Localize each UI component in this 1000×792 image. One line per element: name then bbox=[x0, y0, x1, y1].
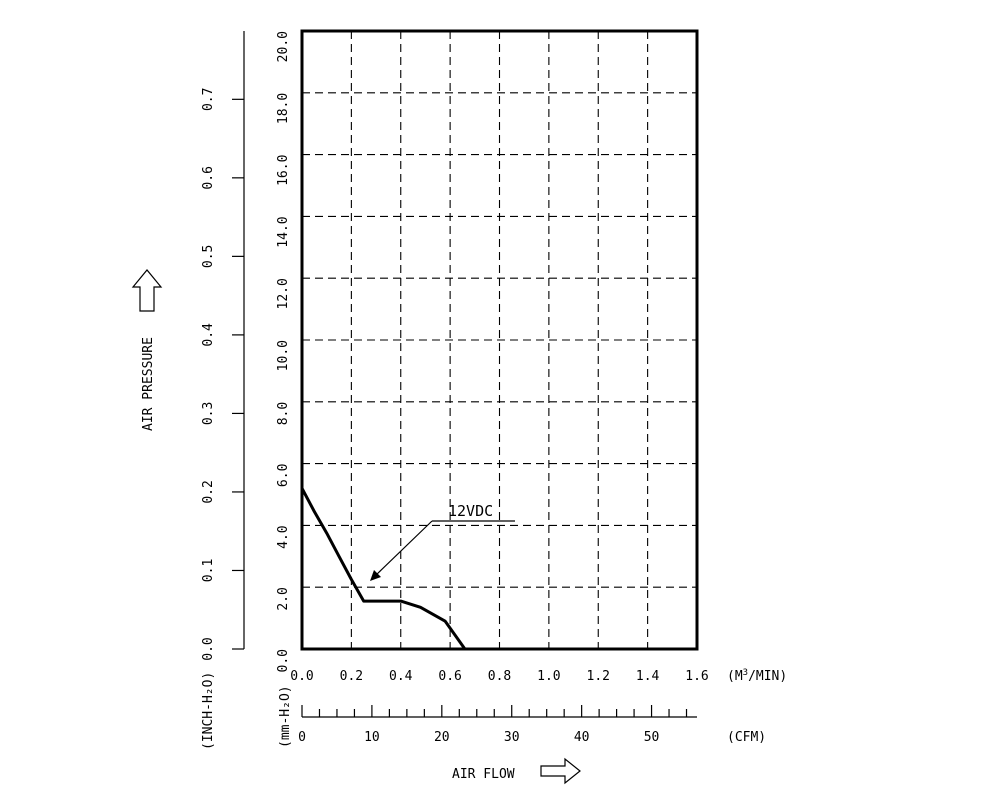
x2-tick-label: 20 bbox=[434, 730, 450, 745]
series-label-arrowhead bbox=[370, 570, 381, 581]
y-tick-label: 6.0 bbox=[276, 464, 291, 487]
inch-unit-label: (INCH-H₂O) bbox=[201, 672, 216, 750]
y2-tick-label: 0.5 bbox=[201, 245, 216, 268]
grid-lines bbox=[302, 31, 697, 649]
y-axis-title: AIR PRESSURE bbox=[141, 337, 156, 431]
y-tick-label: 8.0 bbox=[276, 402, 291, 425]
y2-tick-label: 0.4 bbox=[201, 323, 216, 347]
x2-tick-label: 30 bbox=[504, 730, 520, 745]
x-axis-title: AIR FLOW bbox=[452, 767, 515, 782]
cfm-axis-ticks: 0 10 20 30 40 50 bbox=[298, 705, 688, 745]
arrow-right-icon bbox=[540, 757, 581, 785]
y-tick-label: 12.0 bbox=[276, 278, 291, 309]
x2-tick-label: 50 bbox=[644, 730, 660, 745]
y2-tick-label: 0.0 bbox=[201, 637, 216, 660]
x2-tick-label: 0 bbox=[298, 730, 306, 745]
cmm-axis-ticks: 0.0 0.2 0.4 0.6 0.8 1.0 1.2 1.4 1.6 bbox=[290, 669, 708, 684]
y2-tick-label: 0.6 bbox=[201, 166, 216, 189]
y-tick-label: 2.0 bbox=[276, 587, 291, 610]
x-tick-label: 0.6 bbox=[438, 669, 461, 684]
y2-tick-label: 0.3 bbox=[201, 402, 216, 425]
y-tick-label: 14.0 bbox=[276, 216, 291, 247]
x-tick-label: 1.4 bbox=[636, 669, 660, 684]
inch-axis-ticks: 0.0 0.1 0.2 0.3 0.4 0.5 0.6 0.7 bbox=[201, 88, 244, 661]
y-tick-label: 4.0 bbox=[276, 525, 291, 548]
arrow-up-icon bbox=[131, 269, 163, 312]
series-line-12vdc bbox=[300, 487, 467, 650]
plot-frame bbox=[300, 29, 699, 651]
cfm-unit-label: (CFM) bbox=[727, 730, 766, 745]
x-tick-label: 0.4 bbox=[389, 669, 413, 684]
series-label-12vdc: 12VDC bbox=[448, 502, 493, 520]
x-tick-label: 0.8 bbox=[488, 669, 511, 684]
x2-tick-label: 40 bbox=[574, 730, 590, 745]
x-tick-label: 0.2 bbox=[340, 669, 363, 684]
x-tick-label: 0.0 bbox=[290, 669, 313, 684]
cmm-unit-label: (M3/MIN) bbox=[727, 668, 787, 684]
y-tick-label: 0.0 bbox=[276, 649, 291, 672]
x-tick-label: 1.2 bbox=[587, 669, 610, 684]
x2-tick-label: 10 bbox=[364, 730, 380, 745]
y-tick-label: 20.0 bbox=[276, 31, 291, 62]
series-label-leader bbox=[374, 520, 433, 577]
y-tick-label: 18.0 bbox=[276, 93, 291, 124]
mm-axis-ticks: 0.0 2.0 4.0 6.0 8.0 10.0 12.0 14.0 16.0 18.0 20.0 bbox=[276, 31, 291, 672]
y-tick-label: 16.0 bbox=[276, 155, 291, 186]
y2-tick-label: 0.7 bbox=[201, 88, 216, 111]
y2-tick-label: 0.2 bbox=[201, 480, 216, 503]
x-tick-label: 1.0 bbox=[537, 669, 560, 684]
y-tick-label: 10.0 bbox=[276, 340, 291, 371]
x-tick-label: 1.6 bbox=[685, 669, 708, 684]
y2-tick-label: 0.1 bbox=[201, 559, 216, 582]
mm-unit-label: (mm-H₂O) bbox=[278, 685, 293, 748]
